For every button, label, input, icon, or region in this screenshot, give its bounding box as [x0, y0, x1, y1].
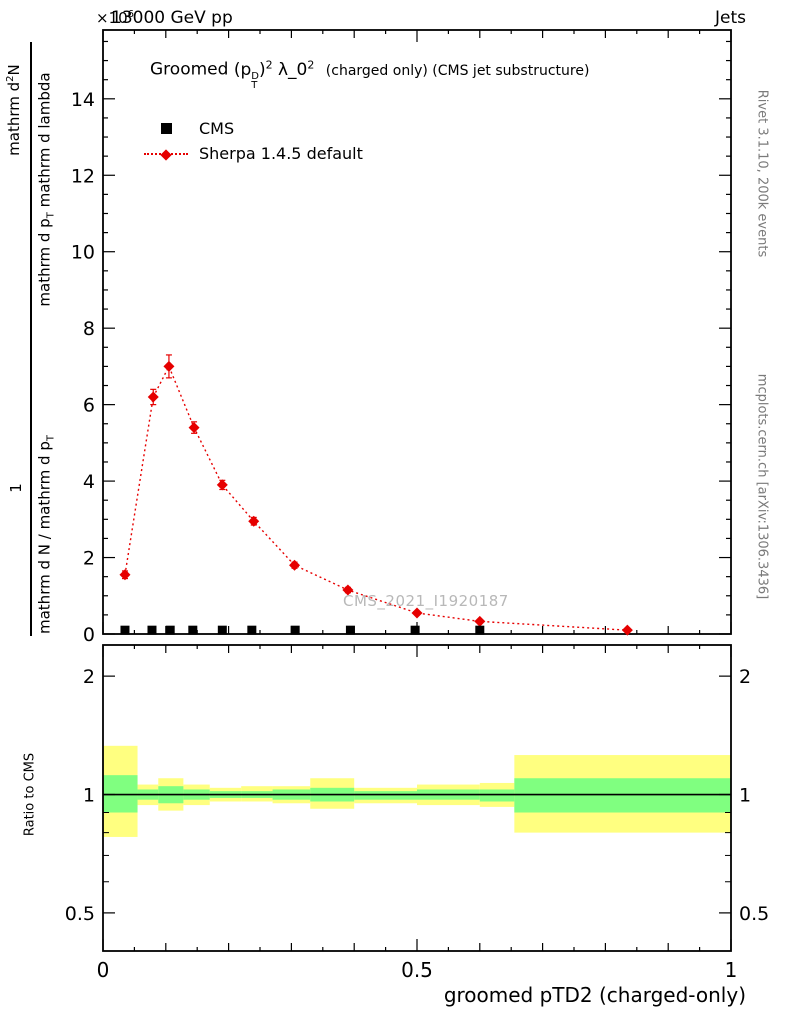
sherpa-data-point [163, 360, 175, 372]
ylabel-numerator-2: 1 [7, 483, 25, 493]
svg-text:8: 8 [83, 318, 95, 340]
sherpa-data-point [188, 422, 200, 434]
svg-text:2: 2 [83, 666, 95, 688]
svg-text:1: 1 [739, 785, 751, 807]
cms-data-point [120, 625, 130, 635]
ylabel-fraction-bar [30, 42, 32, 636]
svg-text:0.5: 0.5 [401, 958, 433, 982]
header-beam-energy: 13000 GeV pp [111, 8, 233, 28]
svg-text:1: 1 [725, 958, 738, 982]
sherpa-dotted-line-icon [144, 148, 188, 161]
plot-title-word: Groomed [150, 59, 229, 80]
cms-data-point [217, 625, 227, 635]
legend-item-cms: CMS [142, 116, 363, 141]
svg-text:0: 0 [83, 624, 95, 646]
legend-label-cms: CMS [199, 119, 235, 138]
sherpa-data-point [289, 559, 301, 571]
ratio-y-ticks: 0.5 0.5 1 1 2 2 [65, 666, 769, 925]
y-scale-multiplier: ×106 [96, 9, 135, 27]
legend: CMS Sherpa 1.4.5 default [142, 116, 363, 166]
svg-text:10: 10 [71, 242, 95, 264]
legend-item-sherpa: Sherpa 1.4.5 default [142, 141, 363, 166]
cms-data-point [410, 625, 420, 635]
sherpa-data-point [621, 624, 633, 636]
sherpa-diamond-marker-icon [160, 148, 172, 161]
svg-text:2: 2 [739, 666, 751, 688]
sherpa-data-point [119, 569, 131, 581]
svg-text:1: 1 [83, 785, 95, 807]
cms-data-point [147, 625, 157, 635]
legend-label-sherpa: Sherpa 1.4.5 default [199, 144, 363, 163]
svg-text:0.5: 0.5 [65, 903, 95, 925]
sherpa-data-point [147, 391, 159, 403]
cms-series [120, 625, 485, 635]
svg-text:0.5: 0.5 [739, 903, 769, 925]
svg-text:6: 6 [83, 395, 95, 417]
svg-text:2: 2 [83, 548, 95, 570]
ylabel-denominator-1: mathrm d pT mathrm d lambda [35, 72, 57, 307]
cms-data-point [475, 625, 485, 635]
watermark: CMS_2021_I1920187 [343, 592, 509, 610]
mcplots-credit-text: mcplots.cern.ch [arXiv:1306.3436] [754, 373, 770, 600]
main-y-ticks: 0 2 4 6 8 10 12 14 [71, 40, 731, 646]
cms-square-marker-icon [160, 123, 172, 134]
cms-data-point [290, 625, 300, 635]
sherpa-data-point [216, 479, 228, 491]
header-analysis-group: Jets [715, 8, 746, 28]
plot-title-observable: (p D T)2 λ_02 [233, 58, 315, 91]
cms-data-point [165, 625, 175, 635]
rivet-version-text: Rivet 3.1.10, 200k events [754, 89, 770, 258]
cms-data-point [247, 625, 257, 635]
xaxis-title: groomed pTD2 (charged-only) [443, 983, 746, 1007]
plot-title: Groomed (p D T)2 λ_02 (charged only) (CMS … [150, 58, 589, 90]
sherpa-data-point [248, 515, 260, 527]
svg-text:14: 14 [71, 89, 95, 111]
ylabel-denominator-2: mathrm d N / mathrm d pT [35, 435, 57, 634]
svg-text:4: 4 [83, 471, 95, 493]
svg-text:12: 12 [71, 165, 95, 187]
sherpa-data-point [411, 607, 423, 619]
sherpa-data-point [342, 584, 354, 596]
ratio-ylabel: Ratio to CMS [22, 752, 38, 837]
sherpa-data-point [474, 615, 486, 627]
ylabel-numerator-1: mathrm d2N [5, 64, 23, 156]
x-tick-labels: 0 0.5 1 [97, 958, 738, 982]
sherpa-series [119, 354, 633, 636]
ratio-uncertainty-bands [103, 745, 731, 837]
plot-title-suffix: (charged only) (CMS jet substructure) [325, 62, 590, 79]
cms-data-point [188, 625, 198, 635]
cms-data-point [345, 625, 355, 635]
svg-text:0: 0 [97, 958, 110, 982]
x-ticks [102, 30, 732, 951]
